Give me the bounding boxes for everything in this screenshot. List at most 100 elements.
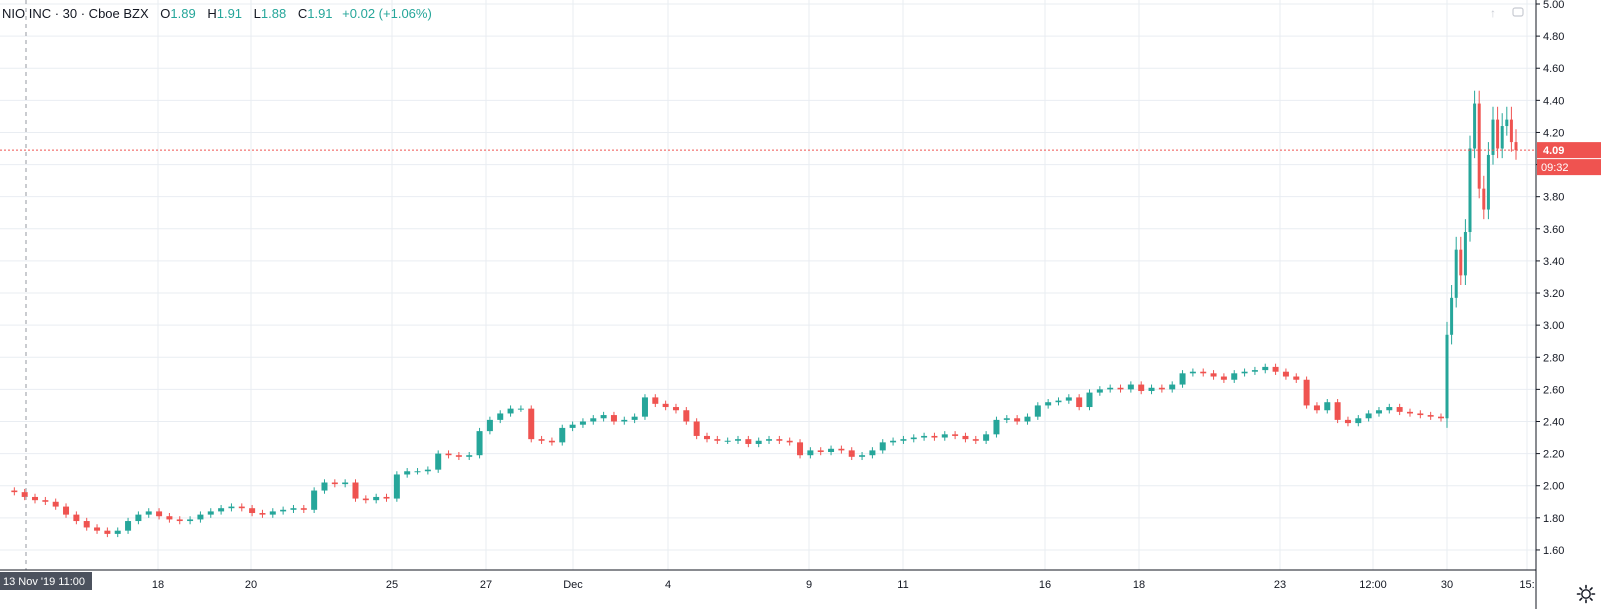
candle-body	[300, 508, 307, 510]
chart-overlays	[0, 0, 1536, 570]
candle-body	[238, 506, 245, 509]
y-tick-label: 3.80	[1543, 192, 1564, 204]
candle-body	[52, 501, 59, 507]
x-tick-label: 27	[480, 579, 492, 591]
x-tick-label: 4	[665, 579, 671, 591]
candle-body	[1496, 119, 1500, 149]
candle-body	[63, 506, 70, 515]
y-tick-label: 4.80	[1543, 31, 1564, 43]
candle-body	[207, 511, 214, 515]
candle-body	[1406, 411, 1413, 414]
last-price-badge	[1537, 142, 1601, 159]
candle-body	[321, 482, 328, 491]
candle-body	[393, 474, 400, 499]
candle-body	[1189, 371, 1196, 374]
y-tick-label: 1.60	[1543, 545, 1564, 557]
candle-body	[104, 530, 111, 534]
candle-body	[1272, 366, 1279, 372]
candle-body	[672, 407, 679, 411]
candle-body	[311, 490, 318, 510]
high-value: 1.91	[216, 6, 243, 21]
candle-body	[941, 434, 948, 438]
x-tick-label: 12:00	[1359, 579, 1387, 591]
candle-body	[1045, 402, 1052, 406]
candle-body	[1220, 376, 1227, 380]
y-tick-label: 2.00	[1543, 481, 1564, 493]
candle-body	[962, 435, 969, 440]
candle-body	[404, 471, 411, 475]
candle-body	[1200, 371, 1207, 374]
y-tick-label: 4.60	[1543, 63, 1564, 75]
candle-body	[1210, 373, 1217, 377]
candle-body	[528, 408, 535, 440]
candle-body	[776, 439, 783, 441]
candle-body	[1179, 373, 1186, 385]
candle-body	[32, 496, 39, 501]
candle-body	[879, 442, 886, 451]
candle-body	[1482, 188, 1486, 210]
candle-body	[486, 419, 493, 432]
symbol-legend: NIO INC · 30 · Cboe BZX O1.89 H1.91 L1.8…	[2, 6, 432, 21]
candle-body	[890, 440, 897, 443]
candle-body	[755, 440, 762, 444]
fullscreen-icon[interactable]	[1509, 6, 1527, 20]
candle-body	[714, 439, 721, 441]
candle-body	[786, 440, 793, 443]
candle-body	[445, 453, 452, 456]
candle-body	[848, 450, 855, 457]
candle-body	[1491, 119, 1495, 155]
candle-body	[73, 514, 80, 522]
x-tick-label: 18	[1133, 579, 1145, 591]
candle-body	[807, 450, 814, 456]
open-label: O	[160, 6, 171, 21]
candle-body	[1127, 384, 1134, 390]
candle-body	[1055, 400, 1062, 403]
candle-body	[1065, 397, 1072, 401]
x-tick-label: 15:	[1519, 579, 1534, 591]
x-tick-label: 30	[1441, 579, 1453, 591]
high-label: H	[207, 6, 217, 21]
candle-body	[414, 471, 421, 473]
time-axis[interactable]: 18 20 25 27 Dec 4 9 11 16 18 23 12:00 30 15: 13 Nov '1…	[0, 569, 1536, 591]
candle-body	[569, 424, 576, 428]
candle-body	[269, 511, 276, 515]
candle-body	[1117, 387, 1124, 390]
y-tick-label: 2.20	[1543, 449, 1564, 461]
candle-body	[1500, 126, 1504, 149]
candle-body	[424, 469, 431, 472]
candle-body	[869, 450, 876, 456]
y-tick-label: 2.60	[1543, 384, 1564, 396]
candle-body	[735, 439, 742, 441]
y-tick-label: 3.20	[1543, 288, 1564, 300]
y-tick-label: 3.40	[1543, 256, 1564, 268]
candlestick-series	[11, 90, 1518, 538]
low-label: L	[253, 6, 261, 21]
candle-body	[952, 434, 959, 436]
candle-body	[631, 416, 638, 420]
candle-body	[42, 500, 49, 502]
gear-icon[interactable]	[1576, 584, 1596, 604]
candle-body	[579, 421, 586, 425]
last-price-label: 4.09	[1543, 145, 1564, 157]
change-value: +0.02 (+1.06%)	[342, 6, 432, 21]
candle-body	[548, 440, 555, 443]
arrow-up-icon[interactable]: ↑	[1490, 6, 1496, 20]
y-tick-label: 3.00	[1543, 320, 1564, 332]
x-tick-label: 25	[386, 579, 398, 591]
candle-body	[507, 408, 514, 414]
candle-body	[921, 435, 928, 438]
candle-body	[1417, 413, 1424, 416]
candle-body	[218, 508, 225, 512]
candle-body	[1282, 371, 1289, 377]
candle-body	[280, 509, 287, 512]
candle-body	[538, 439, 545, 441]
candle-body	[435, 453, 442, 470]
candle-body	[1355, 418, 1362, 424]
price-axis[interactable]: 1.60 1.80 2.00 2.20 2.40 2.60 2.80 3.00 3.20 3.40…	[1535, 0, 1601, 609]
candle-body	[1438, 416, 1444, 419]
candle-body	[1148, 387, 1155, 391]
candle-body	[1463, 232, 1467, 276]
crosshair-date-label: 13 Nov '19 11:00	[3, 576, 85, 588]
candle-body	[1454, 249, 1458, 298]
